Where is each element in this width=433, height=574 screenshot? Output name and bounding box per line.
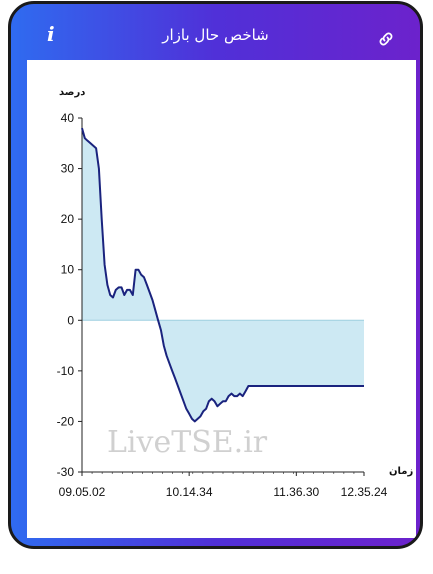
y-tick-label: 30 [61, 162, 75, 176]
y-tick-label: -30 [57, 465, 75, 479]
info-icon[interactable]: i [47, 22, 55, 46]
y-axis-label: درصد [59, 87, 85, 98]
chart-panel: 40 30 20 10 0 -10 -20 -30 09.05.02 10.14.34 11.36.… [27, 60, 416, 538]
link-icon[interactable] [377, 30, 395, 48]
x-tick-label: 10.14.34 [166, 485, 213, 499]
market-index-chart: 40 30 20 10 0 -10 -20 -30 09.05.02 10.14.34 11.36.… [57, 87, 414, 499]
x-tick-label: 09.05.02 [59, 485, 106, 499]
x-tick-label: 11.36.30 [273, 485, 319, 499]
area-fill [82, 128, 364, 422]
x-tick-label: 12.35.24 [341, 485, 388, 499]
series-line [81, 127, 364, 423]
watermark: LiveTSE.ir [107, 425, 268, 460]
y-tick-label: 0 [67, 313, 74, 327]
y-tick-label: 20 [61, 212, 75, 226]
y-tick-label: 40 [61, 111, 75, 125]
x-axis-label: زمان [389, 466, 413, 477]
y-tick-label: -10 [57, 364, 75, 378]
card-header: i شاخص حال بازار [11, 4, 420, 62]
y-tick-label: -20 [57, 414, 75, 428]
card-title: شاخص حال بازار [162, 26, 269, 44]
market-status-card: i شاخص حال بازار 40 30 20 10 0 -10 -20 -30 09.05… [8, 1, 423, 549]
y-tick-label: 10 [61, 263, 75, 277]
